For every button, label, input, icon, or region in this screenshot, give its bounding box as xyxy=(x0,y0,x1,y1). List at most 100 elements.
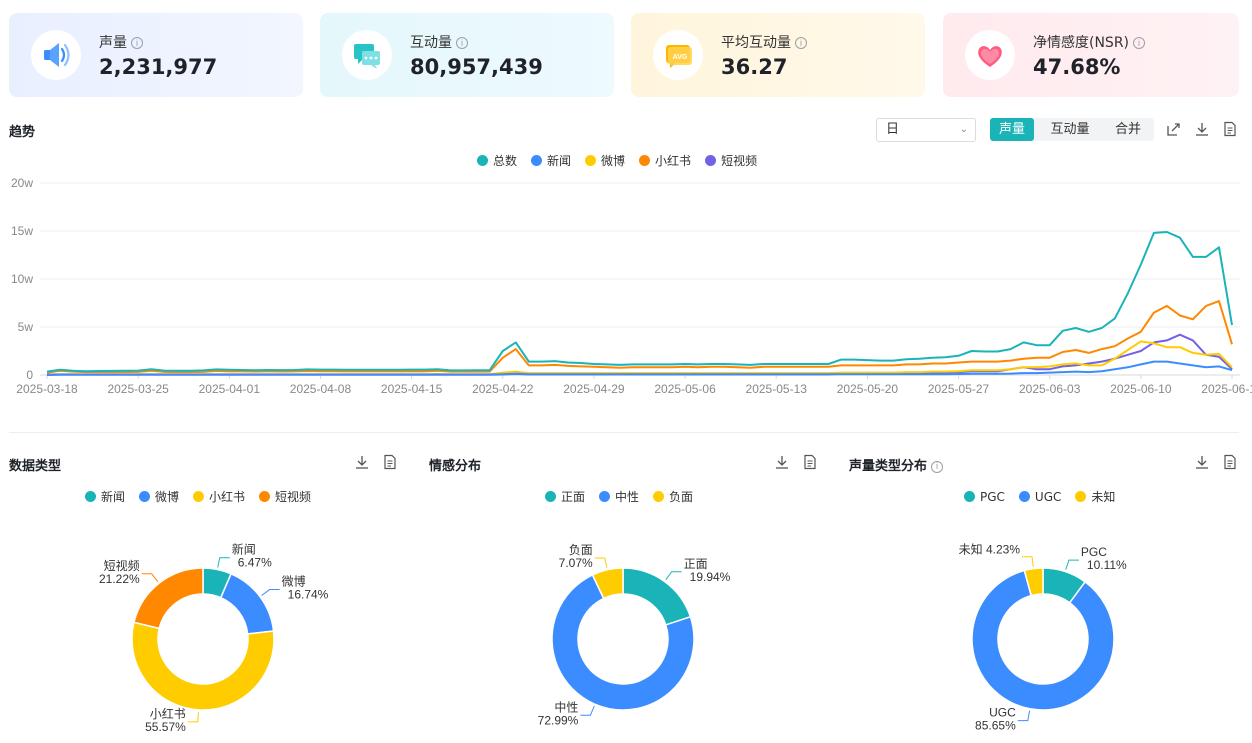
legend-dot xyxy=(705,155,717,166)
donut-slice[interactable] xyxy=(551,573,695,711)
info-icon[interactable]: i xyxy=(1133,37,1146,49)
donut-slice[interactable] xyxy=(591,567,624,600)
legend-item[interactable]: 总数 xyxy=(477,152,517,169)
x-tick-label: 2025-05-13 xyxy=(746,382,808,396)
label-leader xyxy=(261,589,280,596)
export-image-icon[interactable] xyxy=(1166,121,1182,137)
kpi-card-nsr: 净情感度(NSR) i 47.68% xyxy=(943,13,1239,97)
x-tick-label: 2025-05-06 xyxy=(654,382,716,396)
legend-dot xyxy=(599,491,611,502)
slice-percent: 6.47% xyxy=(238,556,272,570)
kpi-label-text: 互动量 xyxy=(410,35,452,51)
slice-percent: 72.99% xyxy=(538,713,579,727)
legend-item[interactable]: UGC xyxy=(1018,490,1061,504)
legend-label: 小红书 xyxy=(209,490,246,504)
data-view-icon[interactable] xyxy=(1222,121,1238,137)
x-tick-label: 2025-03-25 xyxy=(107,382,169,396)
legend-item[interactable]: 中性 xyxy=(599,488,639,505)
y-tick-label: 10w xyxy=(11,272,33,286)
tab-combined[interactable]: 合并 xyxy=(1114,122,1141,137)
tab-volume[interactable]: 声量 xyxy=(990,118,1034,141)
slice-name: 小红书 xyxy=(150,706,186,721)
kpi-card-volume: 声量 i 2,231,977 xyxy=(9,13,303,97)
donut-slice[interactable] xyxy=(133,567,204,630)
x-tick-label: 2025-06-10 xyxy=(1110,382,1172,396)
granularity-select[interactable]: 日 ⌄ xyxy=(876,118,976,142)
slice-label: 未知 4.23% xyxy=(959,543,1021,557)
legend-item[interactable]: 微博 xyxy=(585,152,625,169)
legend-item[interactable]: PGC xyxy=(964,490,1005,504)
kpi-card-interaction: 互动量 i 80,957,439 xyxy=(320,13,614,97)
kpi-label-text: 净情感度(NSR) xyxy=(1033,35,1130,51)
legend-label: 微博 xyxy=(155,490,180,504)
x-tick-label: 2025-04-01 xyxy=(199,382,261,396)
legend-dot xyxy=(85,491,96,502)
series-line[interactable] xyxy=(47,360,1233,376)
label-leader xyxy=(665,571,682,581)
x-tick-label: 2025-04-22 xyxy=(472,382,534,396)
info-icon[interactable]: i xyxy=(456,37,468,49)
legend-item[interactable]: 新闻 xyxy=(531,152,571,169)
legend-item[interactable]: 微博 xyxy=(139,488,179,505)
granularity-value: 日 xyxy=(886,122,900,137)
legend-label: 新闻 xyxy=(101,490,126,504)
slice-percent: 7.07% xyxy=(559,556,593,570)
legend-dot xyxy=(639,155,651,166)
slice-name: 负面 xyxy=(569,543,593,557)
label-leader xyxy=(187,711,199,723)
download-icon[interactable] xyxy=(774,454,790,470)
slice-percent: 85.65% xyxy=(975,719,1016,733)
info-icon[interactable]: i xyxy=(795,37,807,49)
data-view-icon[interactable] xyxy=(382,454,398,470)
legend-item[interactable]: 短视频 xyxy=(259,488,311,505)
legend-label: 小红书 xyxy=(655,154,692,168)
legend-item[interactable]: 小红书 xyxy=(193,488,245,505)
legend-item[interactable]: 新闻 xyxy=(85,488,125,505)
kpi-label-text: 声量 xyxy=(99,35,127,51)
donut-slice[interactable] xyxy=(219,572,275,635)
legend-dot xyxy=(193,491,205,502)
kpi-value: 47.68% xyxy=(1033,55,1121,79)
legend-item[interactable]: 小红书 xyxy=(639,152,691,169)
legend-label: 正面 xyxy=(561,490,586,504)
info-icon[interactable]: i xyxy=(931,461,944,473)
svg-text:AVG: AVG xyxy=(673,54,688,61)
metric-switch: 声量 互动量 合并 xyxy=(990,118,1154,141)
legend-dot xyxy=(1075,491,1087,502)
series-line[interactable] xyxy=(46,300,1233,374)
download-icon[interactable] xyxy=(354,454,370,470)
x-tick-label: 2025-06-17 xyxy=(1201,382,1252,396)
legend-label: 中性 xyxy=(615,490,640,504)
tab-interaction[interactable]: 互动量 xyxy=(1050,122,1090,137)
legend-label: 未知 xyxy=(1091,490,1116,504)
legend-item[interactable]: 正面 xyxy=(545,488,585,505)
kpi-value: 36.27 xyxy=(721,55,788,79)
info-icon[interactable]: i xyxy=(131,37,143,49)
kpi-label: 净情感度(NSR) i xyxy=(1033,32,1146,52)
donut-slice[interactable] xyxy=(131,621,275,711)
download-icon[interactable] xyxy=(1194,121,1210,137)
donut-slice[interactable] xyxy=(971,569,1115,711)
series-line[interactable] xyxy=(46,231,1233,373)
donut-slice[interactable] xyxy=(1023,567,1044,597)
heart-icon xyxy=(965,30,1015,80)
legend-item[interactable]: 未知 xyxy=(1075,488,1115,505)
y-tick-label: 0 xyxy=(26,368,33,382)
legend-dot xyxy=(1018,491,1030,502)
slice-percent: 21.22% xyxy=(99,572,140,586)
download-icon[interactable] xyxy=(1194,454,1210,470)
slice-name: PGC xyxy=(1081,545,1107,559)
data-view-icon[interactable] xyxy=(1222,454,1238,470)
avg-icon: AVG xyxy=(653,30,703,80)
legend-dot xyxy=(259,491,271,502)
legend-item[interactable]: 短视频 xyxy=(705,152,757,169)
legend-item[interactable]: 负面 xyxy=(653,488,693,505)
trend-legend: 总数 新闻 微博 小红书 短视频 xyxy=(477,152,771,169)
speaker-icon xyxy=(31,30,81,80)
data-view-icon[interactable] xyxy=(802,454,818,470)
legend-dot xyxy=(653,491,665,502)
donut-slice[interactable] xyxy=(622,567,692,626)
section-divider xyxy=(9,432,1239,433)
y-tick-label: 15w xyxy=(11,224,33,238)
